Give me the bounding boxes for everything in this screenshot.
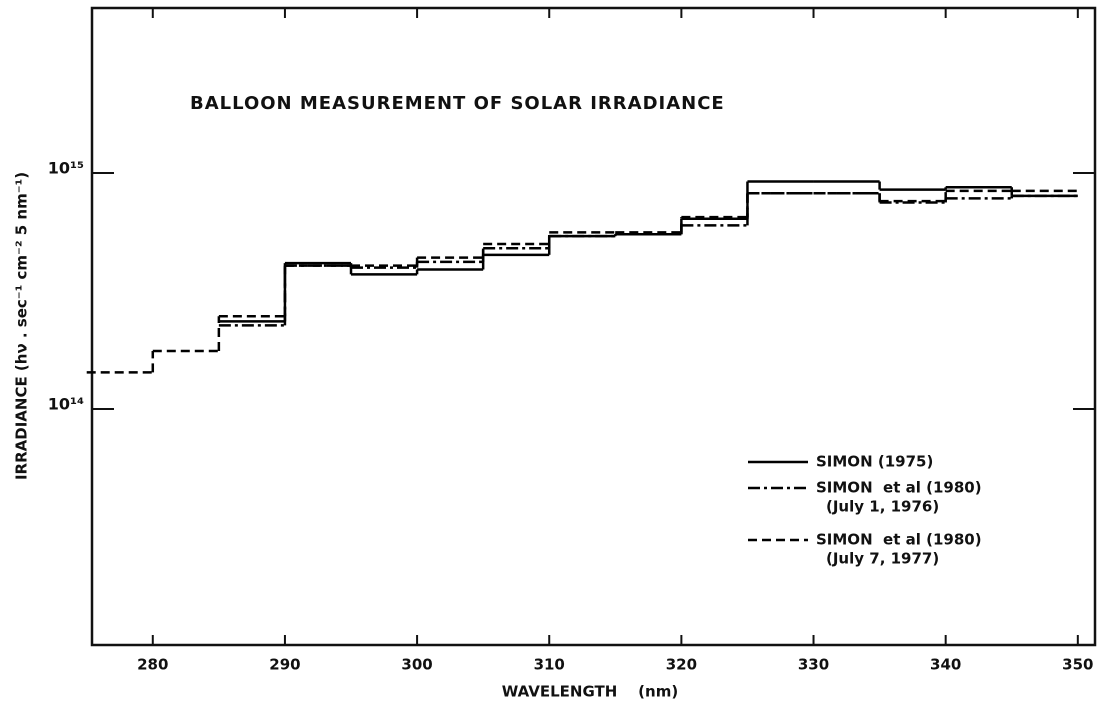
legend-label: (July 7, 1977) xyxy=(826,550,939,568)
legend-label: SIMON (1975) xyxy=(816,453,933,471)
chart-title: BALLOON MEASUREMENT OF SOLAR IRRADIANCE xyxy=(190,93,725,114)
legend-label: (July 1, 1976) xyxy=(826,498,939,516)
x-tick-label: 320 xyxy=(666,656,697,674)
x-tick-label: 280 xyxy=(137,656,168,674)
x-axis-label: WAVELENGTH (nm) xyxy=(502,683,678,701)
legend-label: SIMON et al (1980) xyxy=(816,531,982,549)
x-tick-label: 330 xyxy=(798,656,829,674)
x-tick-label: 340 xyxy=(930,656,961,674)
plot-frame xyxy=(90,6,1097,647)
x-tick-label: 350 xyxy=(1062,656,1093,674)
x-tick-label: 310 xyxy=(534,656,565,674)
x-tick-label: 290 xyxy=(269,656,300,674)
y-axis-label: IRRADIANCE (hν . sec⁻¹ cm⁻² 5 nm⁻¹) xyxy=(13,172,31,480)
legend-label: SIMON et al (1980) xyxy=(816,479,982,497)
y-tick-label: 10¹⁵ xyxy=(48,158,84,177)
x-tick-label: 300 xyxy=(401,656,432,674)
y-tick-label: 10¹⁴ xyxy=(48,394,84,413)
